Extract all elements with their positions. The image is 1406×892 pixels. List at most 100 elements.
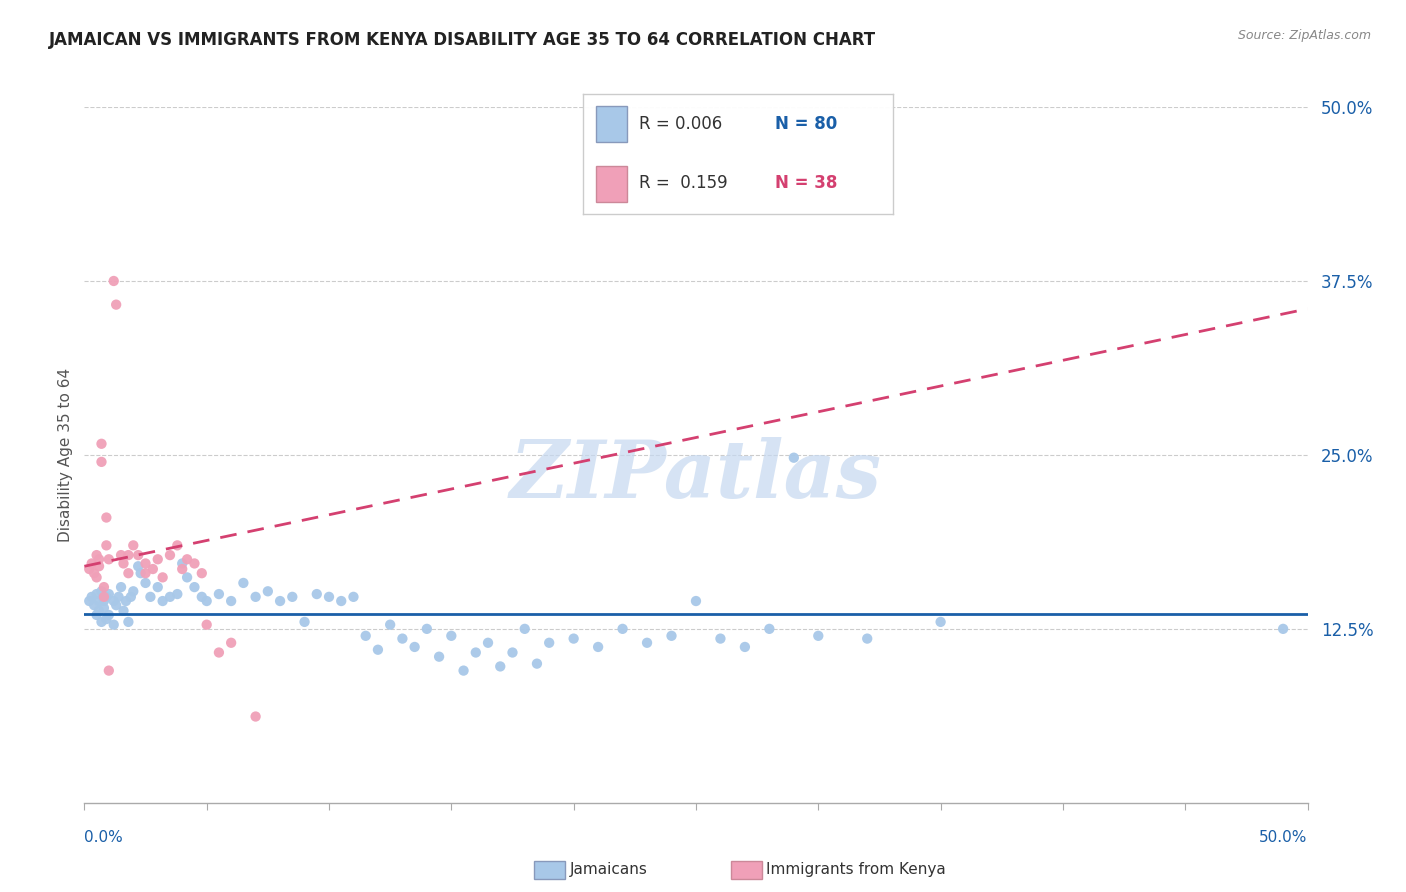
Point — [612, 622, 634, 636]
Point — [354, 629, 377, 643]
Text: JAMAICAN VS IMMIGRANTS FROM KENYA DISABILITY AGE 35 TO 64 CORRELATION CHART: JAMAICAN VS IMMIGRANTS FROM KENYA DISABI… — [49, 31, 876, 49]
Point — [90, 437, 112, 451]
Point — [195, 594, 218, 608]
Point — [183, 580, 205, 594]
Point — [135, 557, 157, 571]
Point — [93, 590, 115, 604]
Point — [191, 590, 214, 604]
Point — [929, 615, 952, 629]
Point — [87, 552, 110, 566]
Text: Jamaicans: Jamaicans — [569, 863, 647, 877]
Point — [166, 587, 188, 601]
Point — [105, 298, 128, 312]
Point — [391, 632, 413, 646]
Point — [453, 664, 475, 678]
Point — [135, 576, 157, 591]
Point — [685, 594, 707, 608]
Point — [103, 274, 125, 288]
Point — [416, 622, 439, 636]
Point — [86, 587, 108, 601]
Point — [856, 632, 879, 646]
Point — [90, 455, 112, 469]
Point — [636, 636, 658, 650]
Text: ZIPatlas: ZIPatlas — [510, 437, 882, 515]
Text: Immigrants from Kenya: Immigrants from Kenya — [766, 863, 946, 877]
Point — [90, 584, 112, 599]
Point — [538, 636, 561, 650]
Point — [166, 538, 188, 552]
Point — [1272, 622, 1295, 636]
Point — [86, 570, 108, 584]
Point — [86, 607, 108, 622]
Point — [380, 617, 402, 632]
Point — [152, 594, 174, 608]
Point — [709, 632, 731, 646]
Text: N = 38: N = 38 — [775, 174, 838, 193]
Point — [127, 559, 149, 574]
Point — [245, 709, 267, 723]
Point — [120, 590, 142, 604]
Point — [219, 594, 242, 608]
Point — [129, 566, 152, 581]
Point — [86, 548, 108, 562]
Point — [110, 548, 132, 562]
Point — [127, 548, 149, 562]
Point — [269, 594, 291, 608]
Point — [783, 450, 806, 465]
Point — [117, 566, 139, 581]
Point — [172, 562, 194, 576]
Point — [183, 557, 205, 571]
Point — [477, 636, 499, 650]
Point — [110, 580, 132, 594]
Point — [586, 640, 609, 654]
Point — [330, 594, 353, 608]
Point — [122, 538, 145, 552]
Point — [142, 562, 165, 576]
Point — [122, 584, 145, 599]
Point — [464, 646, 486, 660]
Point — [342, 590, 364, 604]
Point — [83, 598, 105, 612]
Point — [208, 587, 231, 601]
Point — [232, 576, 254, 591]
Point — [77, 594, 100, 608]
Point — [135, 566, 157, 581]
Text: N = 80: N = 80 — [775, 115, 838, 134]
Point — [97, 664, 120, 678]
Point — [367, 642, 389, 657]
Point — [96, 612, 118, 626]
Point — [219, 636, 242, 650]
Point — [195, 617, 218, 632]
Point — [172, 557, 194, 571]
Point — [87, 604, 110, 618]
Point — [115, 594, 138, 608]
Point — [146, 552, 169, 566]
Point — [501, 646, 523, 660]
Point — [80, 557, 103, 571]
Point — [661, 629, 683, 643]
Text: 0.0%: 0.0% — [84, 830, 124, 845]
Y-axis label: Disability Age 35 to 64: Disability Age 35 to 64 — [58, 368, 73, 542]
Point — [139, 590, 162, 604]
Point — [117, 548, 139, 562]
Bar — [596, 166, 627, 202]
Point — [93, 601, 115, 615]
Point — [489, 659, 512, 673]
Point — [77, 562, 100, 576]
Point — [90, 615, 112, 629]
Point — [117, 615, 139, 629]
Point — [96, 538, 118, 552]
Point — [96, 510, 118, 524]
Point — [281, 590, 304, 604]
Text: Source: ZipAtlas.com: Source: ZipAtlas.com — [1237, 29, 1371, 42]
Point — [93, 580, 115, 594]
Point — [83, 566, 105, 581]
Point — [191, 566, 214, 581]
Point — [103, 594, 125, 608]
Point — [734, 640, 756, 654]
Point — [97, 552, 120, 566]
Point — [562, 632, 585, 646]
Text: R = 0.006: R = 0.006 — [640, 115, 723, 134]
Point — [152, 570, 174, 584]
Point — [112, 604, 135, 618]
